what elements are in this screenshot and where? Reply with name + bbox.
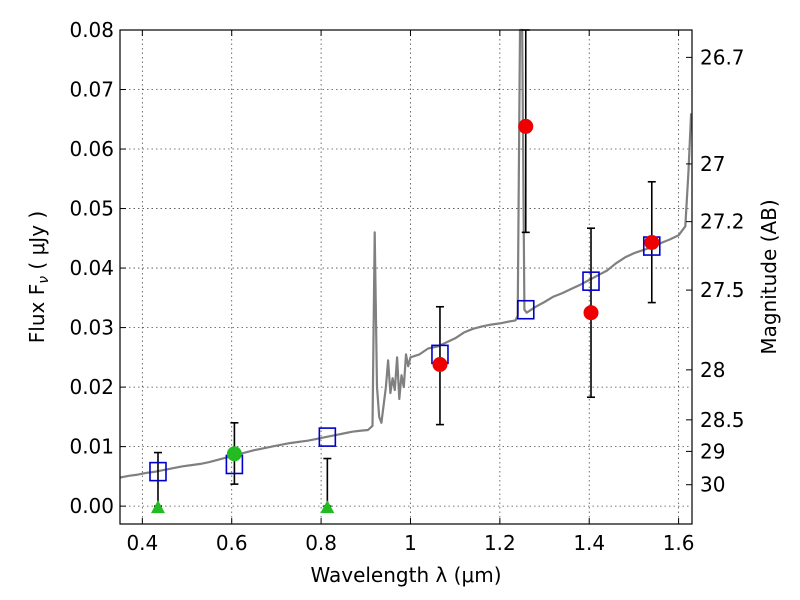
x-tick-label: 1.2 — [484, 531, 516, 555]
right-tick-label: 28 — [700, 358, 725, 382]
y-tick-label: 0.05 — [69, 197, 114, 221]
right-tick-label: 29 — [700, 439, 725, 463]
observed-flux-point — [432, 356, 448, 372]
x-tick-label: 1 — [404, 531, 417, 555]
y-axis-label-main: Flux F — [25, 284, 49, 343]
x-tick-label: 0.8 — [305, 531, 337, 555]
model-photometry-point — [516, 299, 535, 320]
y-tick-label: 0.04 — [69, 256, 114, 280]
observed-flux-point — [226, 446, 242, 462]
x-tick-label: 1.6 — [663, 531, 695, 555]
axis-ticks: 0.4 0.6 0.8 1 1.2 1.4 1.6 0.00 0.01 0.02 0.03 0.04 0… — [69, 18, 744, 555]
x-axis-label: Wavelength λ (μm) — [310, 563, 501, 587]
y-tick-label: 0.03 — [69, 316, 114, 340]
y-tick-label: 0.07 — [69, 78, 114, 102]
y-tick-label: 0.08 — [69, 18, 114, 42]
right-tick-label: 27 — [700, 152, 725, 176]
y-axis-label-unit: ( μJy ) — [25, 211, 49, 276]
spectrum-line — [119, 28, 693, 479]
x-tick-label: 1.4 — [573, 531, 605, 555]
upper-limit-point — [150, 500, 165, 514]
y-axis-label: Flux Fν ( μJy ) — [25, 211, 52, 343]
y-tick-label: 0.00 — [69, 494, 114, 518]
x-tick-label: 0.4 — [126, 531, 158, 555]
right-axis-label: Magnitude (AB) — [757, 199, 781, 354]
model-photometry-point — [318, 427, 337, 447]
model-spectrum — [119, 28, 693, 479]
observed-flux-point — [644, 234, 660, 250]
right-tick-label: 27.2 — [700, 210, 745, 234]
upper-limit-point — [320, 500, 335, 514]
observed-flux-point — [518, 118, 534, 134]
x-tick-label: 0.6 — [216, 531, 248, 555]
observed-flux-point — [583, 305, 599, 321]
y-tick-label: 0.01 — [69, 435, 114, 459]
right-tick-label: 30 — [700, 473, 725, 497]
data-markers — [149, 118, 661, 514]
y-tick-label: 0.06 — [69, 137, 114, 161]
right-tick-label: 28.5 — [700, 408, 745, 432]
gridlines — [120, 29, 692, 524]
right-tick-label: 26.7 — [700, 45, 745, 69]
y-axis-label-sub: ν — [36, 276, 52, 284]
plot-frame — [119, 29, 693, 525]
y-tick-label: 0.02 — [69, 375, 114, 399]
model-photometry-point — [149, 461, 167, 482]
model-photometry-point — [582, 271, 600, 291]
right-tick-label: 27.5 — [700, 278, 745, 302]
